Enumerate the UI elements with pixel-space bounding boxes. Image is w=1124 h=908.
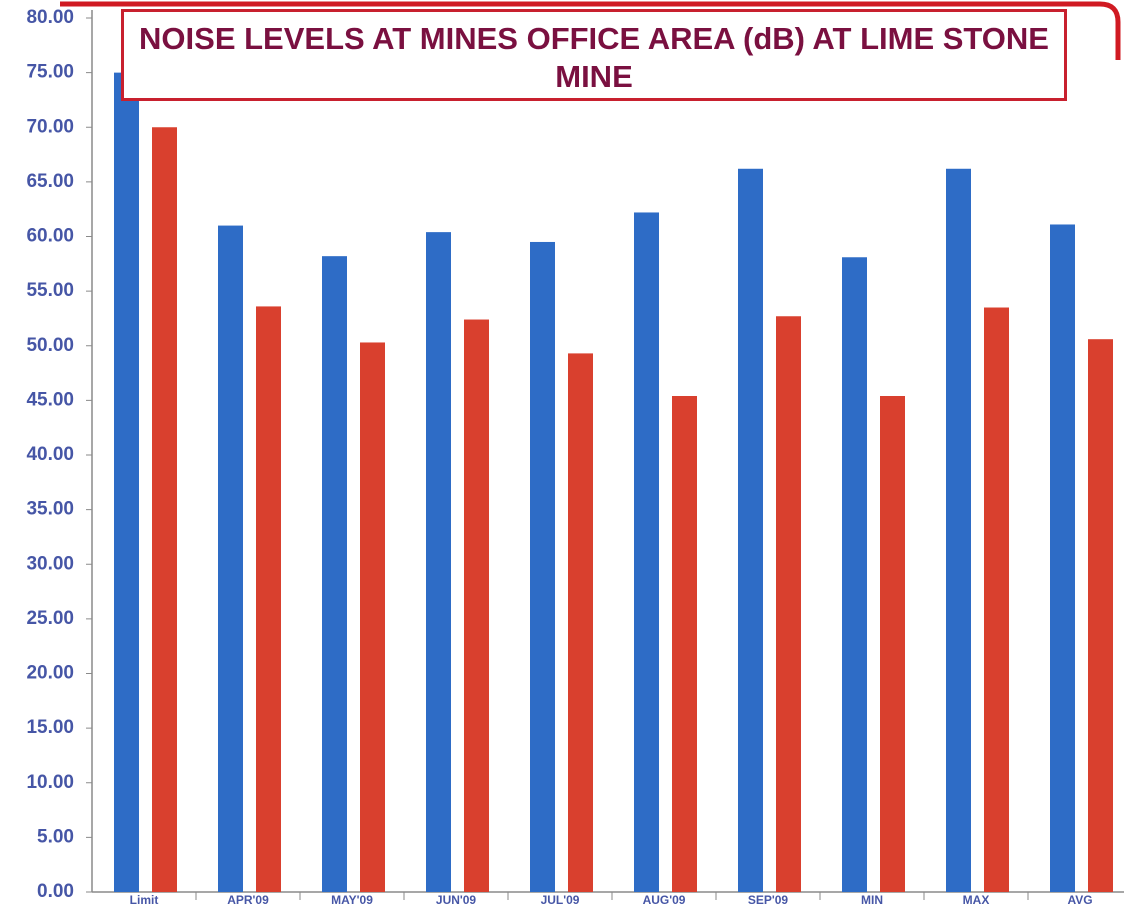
x-tick-label: MAY'09 — [331, 893, 373, 907]
y-tick-label: 40.00 — [26, 444, 74, 465]
x-tick-label: APR'09 — [227, 893, 269, 907]
y-tick-label: 0.00 — [37, 881, 74, 902]
bar — [1088, 339, 1113, 892]
bar — [1050, 224, 1075, 893]
y-tick-label: 30.00 — [26, 553, 74, 574]
x-tick-label: AVG — [1067, 893, 1092, 907]
y-tick-label: 20.00 — [26, 663, 74, 684]
bar — [322, 256, 347, 892]
bar — [152, 127, 177, 892]
x-tick-label: JUL'09 — [541, 893, 580, 907]
bar — [530, 241, 555, 892]
x-tick-label: SEP'09 — [748, 893, 789, 907]
y-tick-label: 5.00 — [37, 826, 74, 847]
bar — [776, 316, 801, 892]
x-tick-label: Limit — [130, 893, 159, 907]
bar — [880, 396, 905, 892]
x-tick-label: AUG'09 — [643, 893, 686, 907]
y-tick-label: 45.00 — [26, 389, 74, 410]
bar — [218, 225, 243, 892]
y-tick-label: 65.00 — [26, 171, 74, 192]
bar — [568, 353, 593, 893]
y-tick-label: 55.00 — [26, 280, 74, 301]
y-tick-label: 60.00 — [26, 226, 74, 247]
bar — [842, 257, 867, 892]
bar — [634, 212, 659, 893]
x-tick-label: JUN'09 — [436, 893, 477, 907]
y-tick-label: 70.00 — [26, 116, 74, 137]
frame — [60, 1, 1121, 60]
y-tick-label: 50.00 — [26, 335, 74, 356]
bar — [738, 168, 763, 892]
y-tick-label: 15.00 — [26, 717, 74, 738]
x-tick-label: MAX — [963, 893, 990, 907]
bar — [256, 306, 281, 892]
y-tick-label: 10.00 — [26, 772, 74, 793]
y-tick-label: 35.00 — [26, 499, 74, 520]
bar — [114, 72, 139, 892]
chart-title: NOISE LEVELS AT MINES OFFICE AREA (dB) A… — [121, 9, 1067, 101]
bar — [464, 319, 489, 892]
y-tick-label: 75.00 — [26, 62, 74, 83]
bar — [360, 342, 385, 892]
bar — [984, 307, 1009, 892]
y-tick-label: 80.00 — [26, 7, 74, 28]
x-tick-label: MIN — [861, 893, 883, 907]
bar — [426, 232, 451, 892]
bar — [946, 168, 971, 892]
y-tick-label: 25.00 — [26, 608, 74, 629]
bar — [672, 396, 697, 892]
